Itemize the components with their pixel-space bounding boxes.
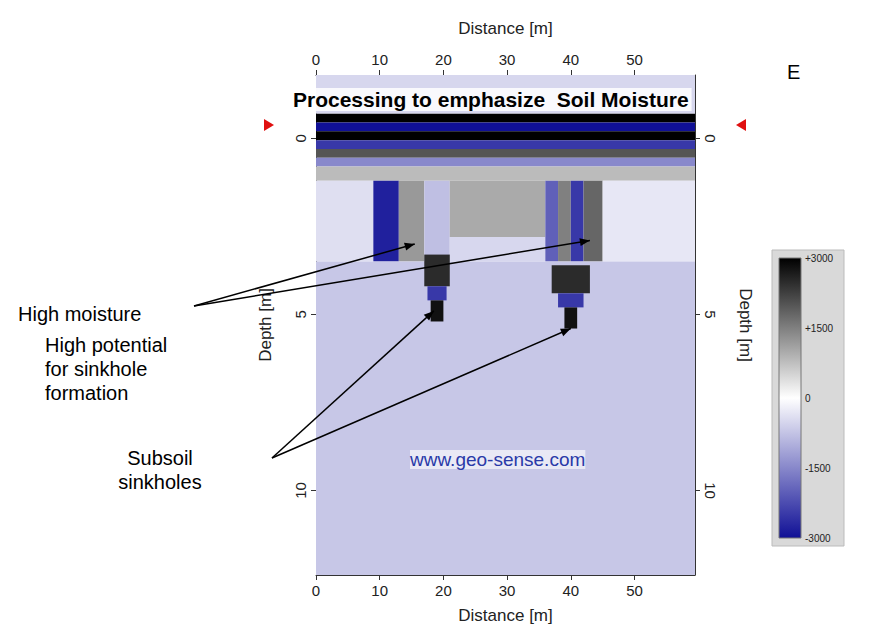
svg-text:40: 40 — [562, 582, 579, 599]
svg-text:5: 5 — [702, 310, 719, 318]
svg-text:High moisture: High moisture — [18, 303, 141, 325]
svg-text:50: 50 — [626, 582, 643, 599]
svg-text:5: 5 — [292, 310, 309, 318]
svg-text:for sinkhole: for sinkhole — [45, 358, 147, 380]
svg-text:formation: formation — [45, 382, 128, 404]
svg-text:-3000: -3000 — [805, 533, 831, 544]
svg-text:Subsoil: Subsoil — [127, 447, 193, 469]
svg-text:30: 30 — [499, 51, 516, 68]
svg-text:0: 0 — [292, 134, 309, 142]
svg-text:E: E — [787, 61, 800, 83]
svg-text:0: 0 — [312, 582, 320, 599]
svg-text:30: 30 — [499, 582, 516, 599]
svg-text:High potential: High potential — [45, 334, 167, 356]
svg-text:10: 10 — [371, 51, 388, 68]
svg-text:Depth [m]: Depth [m] — [736, 288, 755, 362]
svg-text:10: 10 — [702, 482, 719, 499]
svg-text:10: 10 — [292, 482, 309, 499]
svg-text:Distance [m]: Distance [m] — [458, 19, 552, 38]
svg-text:20: 20 — [435, 582, 452, 599]
svg-text:+3000: +3000 — [805, 253, 834, 264]
svg-text:www.geo-sense.com: www.geo-sense.com — [409, 449, 585, 470]
svg-text:sinkholes: sinkholes — [118, 471, 201, 493]
svg-text:40: 40 — [562, 51, 579, 68]
svg-text:20: 20 — [435, 51, 452, 68]
svg-text:0: 0 — [805, 393, 811, 404]
svg-text:0: 0 — [702, 134, 719, 142]
svg-text:Depth [m]: Depth [m] — [256, 288, 275, 362]
svg-text:50: 50 — [626, 51, 643, 68]
svg-text:+1500: +1500 — [805, 323, 834, 334]
svg-text:Processing to emphasize Soil: Processing to emphasize Soil Moisture — [293, 88, 689, 111]
svg-text:-1500: -1500 — [805, 463, 831, 474]
svg-text:0: 0 — [312, 51, 320, 68]
svg-text:Distance [m]: Distance [m] — [458, 606, 552, 625]
svg-text:10: 10 — [371, 582, 388, 599]
